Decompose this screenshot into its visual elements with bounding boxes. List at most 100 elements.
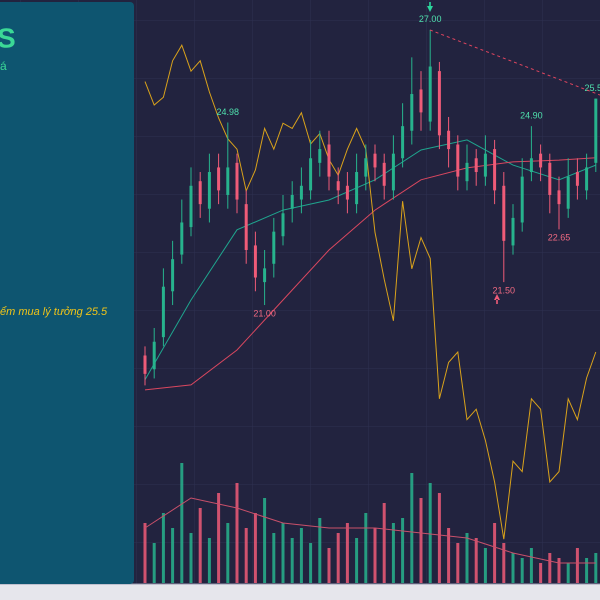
volume-bar — [557, 558, 561, 583]
volume-bar — [391, 523, 395, 583]
candle-body — [548, 162, 552, 195]
candle-body — [502, 185, 506, 241]
volume-bar — [373, 528, 377, 583]
high-label: 24.90 — [520, 111, 543, 121]
candle-body — [483, 153, 487, 177]
volume-bar — [428, 483, 432, 583]
volume-bar — [327, 548, 331, 583]
volume-bar — [447, 528, 451, 583]
volume-bar — [207, 538, 211, 583]
candle-body — [152, 341, 156, 370]
volume-bar — [161, 513, 165, 583]
peak-arrow — [427, 2, 433, 12]
volume-bar — [318, 518, 322, 583]
candle-body — [309, 158, 313, 191]
candle-body — [290, 194, 294, 209]
volume-bar — [502, 543, 506, 583]
volume-bar — [483, 548, 487, 583]
volume-bar — [594, 553, 598, 583]
panel-subtitle: á — [0, 59, 7, 73]
low-label: 21.00 — [253, 308, 276, 318]
candle-body — [217, 167, 221, 191]
candle-body — [198, 181, 202, 205]
volume-bar — [309, 543, 313, 583]
volume-bar — [226, 523, 230, 583]
volume-bar — [263, 498, 267, 583]
volume-bar — [566, 563, 570, 583]
volume-bar — [272, 533, 276, 583]
trend-line — [429, 29, 600, 96]
oscillator-line — [144, 44, 597, 540]
candle-body — [171, 259, 175, 292]
volume-bar — [152, 543, 156, 583]
candle-body — [474, 158, 478, 173]
candle-body — [345, 185, 349, 200]
candle-body — [263, 268, 267, 283]
volume-bar — [281, 523, 285, 583]
candle-body — [355, 172, 359, 205]
volume-bar — [345, 523, 349, 583]
time-axis-strip — [0, 584, 600, 600]
volume-bar — [539, 563, 543, 583]
trough-arrow — [494, 294, 500, 304]
candle-body — [180, 222, 184, 255]
candle-body — [373, 153, 377, 168]
candle-body — [410, 94, 414, 131]
candle-body — [511, 217, 515, 246]
moving-average — [144, 157, 596, 391]
candle-body — [318, 149, 322, 163]
volume-bar — [382, 503, 386, 583]
volume-bar — [244, 528, 248, 583]
volume-bar — [180, 463, 184, 583]
candle-body — [594, 98, 598, 163]
candle-body — [336, 181, 340, 191]
volume-bar — [474, 538, 478, 583]
volume-bar — [465, 533, 469, 583]
volume-bar — [511, 553, 515, 583]
candle-body — [557, 190, 561, 205]
volume-bar — [437, 493, 441, 583]
candle-body — [207, 172, 211, 209]
volume-bar — [529, 548, 533, 583]
volume-bar — [217, 493, 221, 583]
candle-body — [253, 245, 257, 278]
candle-body — [235, 162, 239, 200]
candle-body — [391, 153, 395, 191]
volume-bar — [419, 498, 423, 583]
volume-bar — [493, 523, 497, 583]
candle-body — [143, 355, 147, 374]
panel-note: ểm mua lý tưởng 25.5 — [0, 306, 108, 318]
candle-body — [447, 130, 451, 150]
volume-bar — [299, 528, 303, 583]
candle-body — [364, 158, 368, 177]
high-label: 24.98 — [217, 107, 240, 117]
candle-body — [272, 231, 276, 264]
volume-bar — [235, 483, 239, 583]
low-label: 22.65 — [548, 233, 571, 243]
candle-body — [189, 185, 193, 228]
candle-body — [244, 204, 248, 250]
candle-body — [539, 153, 543, 168]
candle-body — [493, 149, 497, 191]
candle-body — [281, 213, 285, 237]
candle-body — [585, 167, 589, 191]
candle-body — [566, 176, 570, 209]
volume-bar — [364, 513, 368, 583]
volume-bar — [456, 543, 460, 583]
candle-body — [226, 167, 230, 195]
high-label: 25.50 — [585, 83, 600, 93]
panel-title: S — [0, 22, 16, 53]
volume-bar — [253, 513, 257, 583]
volume-bar — [401, 518, 405, 583]
volume-bar — [336, 533, 340, 583]
candle-body — [382, 162, 386, 186]
volume-bar — [548, 553, 552, 583]
candle-body — [299, 185, 303, 200]
volume-bar — [198, 508, 202, 583]
volume-bar — [575, 548, 579, 583]
high-label: 27.00 — [419, 14, 442, 24]
candle-body — [456, 144, 460, 177]
volume-bar — [520, 558, 524, 583]
